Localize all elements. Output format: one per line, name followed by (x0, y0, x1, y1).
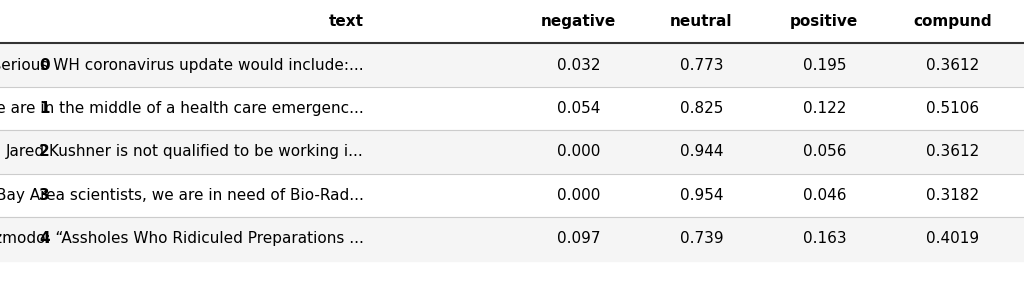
Text: 0.825: 0.825 (680, 101, 723, 116)
Text: 1: 1 (39, 101, 49, 116)
Text: compund: compund (913, 14, 991, 29)
Text: We are in the middle of a health care emergenc...: We are in the middle of a health care em… (0, 101, 364, 116)
Text: Bay Area scientists, we are in need of Bio-Rad...: Bay Area scientists, we are in need of B… (0, 188, 364, 203)
Text: 0.3612: 0.3612 (926, 58, 979, 73)
Text: 0.944: 0.944 (680, 144, 723, 160)
Text: 0.739: 0.739 (680, 231, 723, 246)
Text: A serious WH coronavirus update would include:...: A serious WH coronavirus update would in… (0, 58, 364, 73)
Text: 0.954: 0.954 (680, 188, 723, 203)
Bar (0, 130, 1024, 174)
Text: 0.032: 0.032 (557, 58, 600, 73)
Text: 0.056: 0.056 (803, 144, 846, 160)
Text: 0.122: 0.122 (803, 101, 846, 116)
Text: 0.5106: 0.5106 (926, 101, 979, 116)
Text: Jared Kushner is not qualified to be working i...: Jared Kushner is not qualified to be wor… (6, 144, 364, 160)
Text: positive: positive (791, 14, 858, 29)
Text: 0.097: 0.097 (557, 231, 600, 246)
Text: 4: 4 (39, 231, 49, 246)
Text: 0: 0 (39, 58, 49, 73)
Bar (0, 43, 1024, 87)
Text: 0.000: 0.000 (557, 188, 600, 203)
Text: 3: 3 (39, 188, 49, 203)
Text: 0.000: 0.000 (557, 144, 600, 160)
Text: 0.773: 0.773 (680, 58, 723, 73)
Text: 0.3612: 0.3612 (926, 144, 979, 160)
Text: 0.163: 0.163 (803, 231, 846, 246)
Bar (0, 217, 1024, 261)
Bar (0, 174, 1024, 217)
Bar (0, 87, 1024, 130)
Text: 0.4019: 0.4019 (926, 231, 979, 246)
Text: Gizmodo: “Assholes Who Ridiculed Preparations ...: Gizmodo: “Assholes Who Ridiculed Prepara… (0, 231, 364, 246)
Text: 0.195: 0.195 (803, 58, 846, 73)
Text: 2: 2 (39, 144, 49, 160)
Text: 0.054: 0.054 (557, 101, 600, 116)
Text: 0.3182: 0.3182 (926, 188, 979, 203)
Text: neutral: neutral (670, 14, 733, 29)
Text: negative: negative (541, 14, 616, 29)
Text: text: text (329, 14, 364, 29)
Text: 0.046: 0.046 (803, 188, 846, 203)
